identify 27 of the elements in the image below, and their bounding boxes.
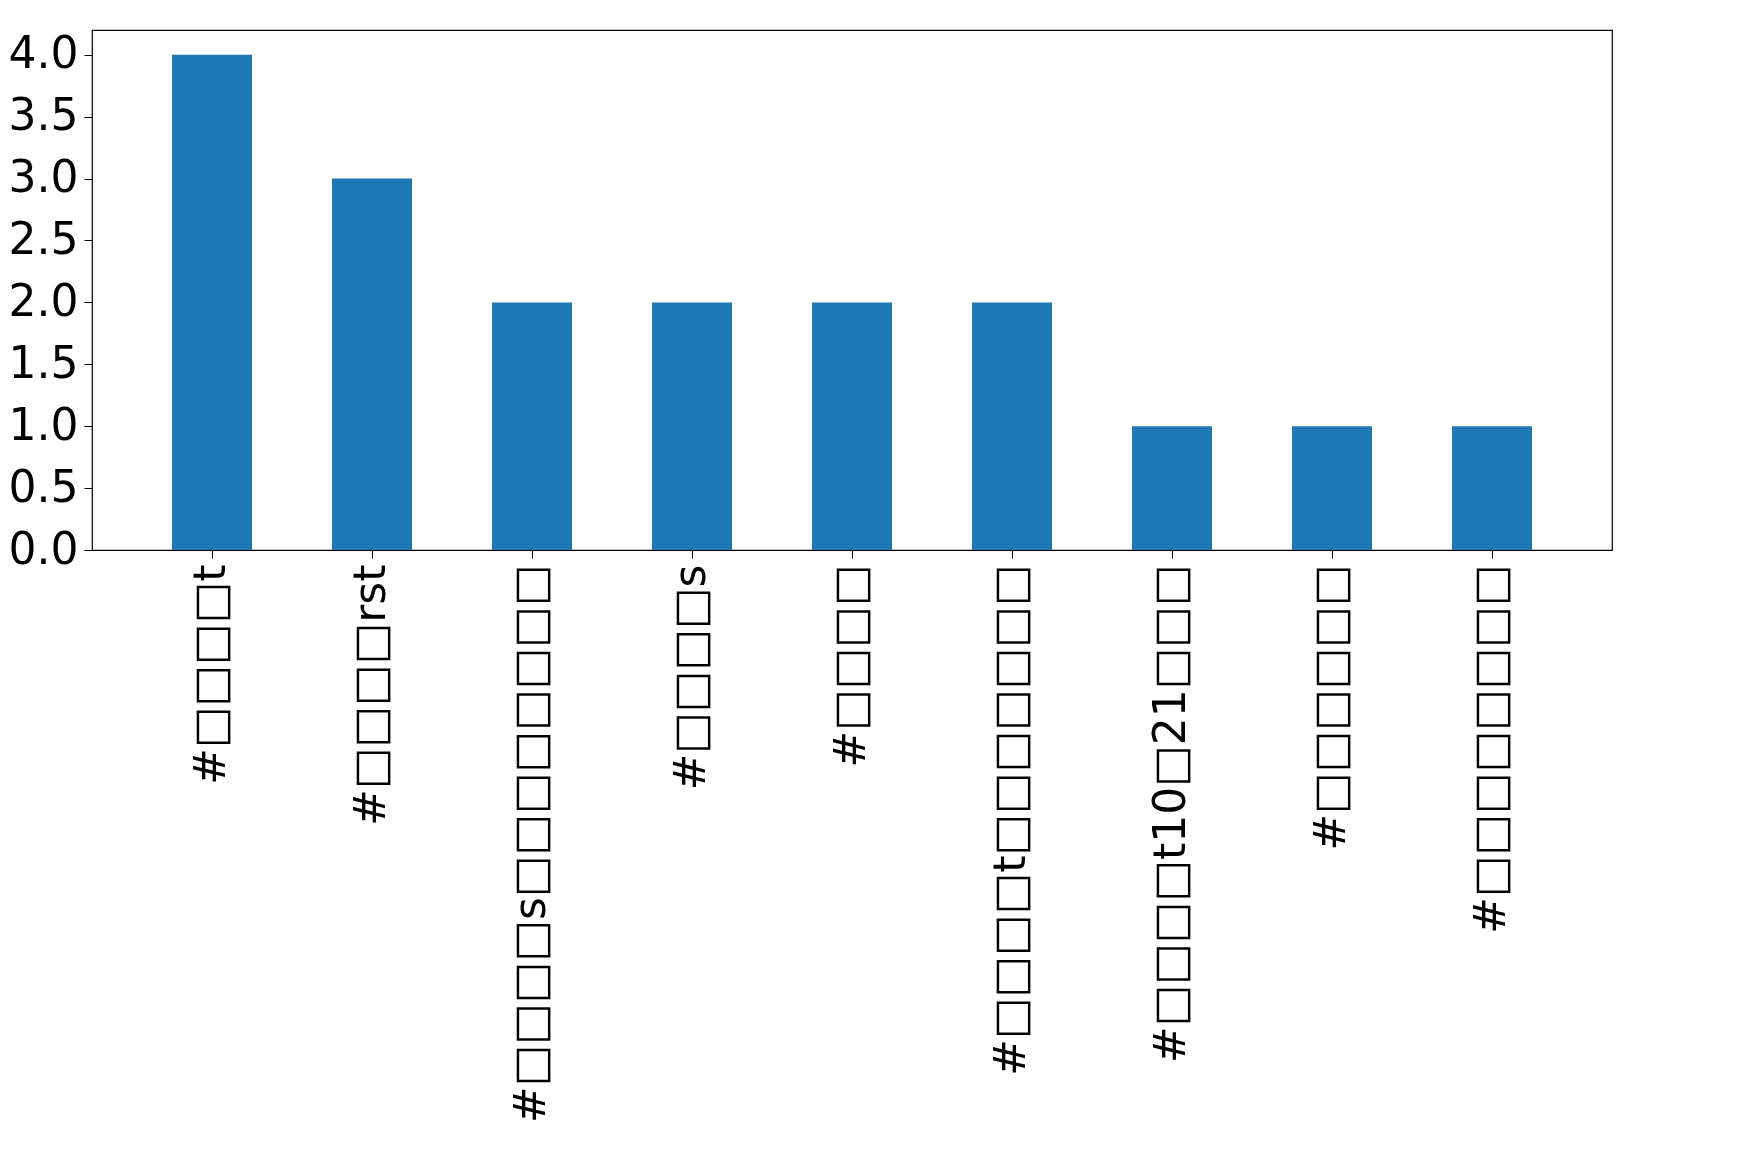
x-tick-label: #□□□□□□□□	[1464, 564, 1515, 934]
y-tick-label: 1.5	[8, 336, 79, 388]
bar	[972, 302, 1052, 550]
y-tick-label: 3.0	[8, 151, 79, 203]
x-tick-label: #□□□□rst	[344, 564, 395, 826]
y-tick-label: 2.5	[8, 212, 79, 264]
y-tick-label: 3.5	[8, 89, 79, 141]
y-tick-label: 2.0	[8, 274, 79, 326]
bar	[492, 302, 572, 550]
y-tick-label: 4.0	[8, 27, 79, 79]
x-tick-label: #□□□□t□□□□□□□	[984, 564, 1035, 1076]
bar	[1452, 426, 1532, 550]
y-tick-label: 0.5	[8, 460, 79, 512]
bar	[1132, 426, 1212, 550]
x-tick-label: #□□□□s	[664, 564, 715, 791]
y-tick-label: 0.0	[8, 522, 79, 574]
x-tick-label: #□□□□t	[184, 564, 235, 785]
x-tick-label: #□□□□t10□21□□□	[1144, 564, 1195, 1064]
x-tick-label: #□□□□□□	[1304, 564, 1355, 851]
bar	[332, 178, 412, 550]
bar	[172, 54, 252, 550]
bar	[652, 302, 732, 550]
x-tick-label: #□□□□	[824, 564, 875, 768]
bar	[1292, 426, 1372, 550]
bar	[812, 302, 892, 550]
x-tick-label: #□□□□s□□□□□□□□	[504, 564, 555, 1124]
y-tick-label: 1.0	[8, 398, 79, 450]
